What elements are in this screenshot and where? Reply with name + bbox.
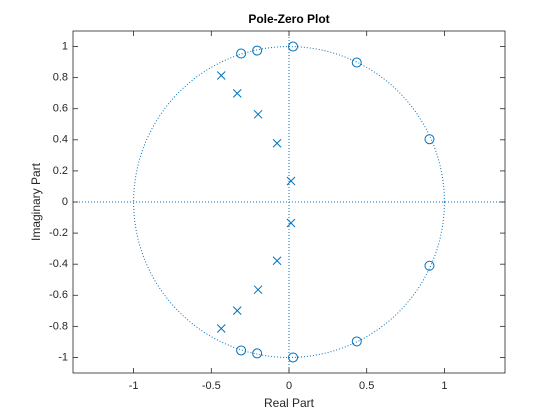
zero-marker [236,345,247,356]
chart-title: Pole-Zero Plot [248,12,329,26]
pole-marker [232,306,242,316]
y-tick-label: 0.8 [53,72,68,84]
pole-marker [216,71,226,80]
y-axis-label: Imaginary Part [29,162,43,241]
y-tick-label: 0.4 [53,134,68,146]
zero-marker [252,348,263,359]
y-tick-label: -0.6 [49,289,68,301]
y-tick-label: -0.4 [49,258,68,270]
zero-marker [252,45,263,56]
y-tick-label: -1 [58,351,68,363]
y-tick-label: 1 [62,40,68,52]
x-tick-label: -1 [129,380,139,392]
zero-marker [424,260,435,271]
zero-marker [351,336,362,347]
pole-marker [272,256,282,266]
y-tick-label: -0.2 [49,227,68,239]
y-tick-label: 0 [62,196,68,208]
y-tick-label: -0.8 [49,320,68,332]
pole-marker [272,138,282,148]
pole-marker [253,109,263,119]
y-tick-label: 0.2 [53,165,68,177]
x-tick-label: 1 [441,380,447,392]
zero-marker [236,48,247,59]
x-axis-label: Real Part [264,396,315,410]
zero-marker [424,134,435,145]
x-tick-label: 0 [286,380,292,392]
pole-marker [286,176,296,186]
x-tick-label: -0.5 [202,380,221,392]
zero-marker [288,41,299,52]
x-tick-label: 0.5 [359,380,374,392]
pole-marker [253,285,263,295]
y-tick-label: 0.6 [53,103,68,115]
zero-marker [288,352,299,363]
pole-marker [232,88,242,98]
pole-marker [216,324,226,333]
zero-marker [351,57,362,68]
pole-marker [286,218,296,228]
